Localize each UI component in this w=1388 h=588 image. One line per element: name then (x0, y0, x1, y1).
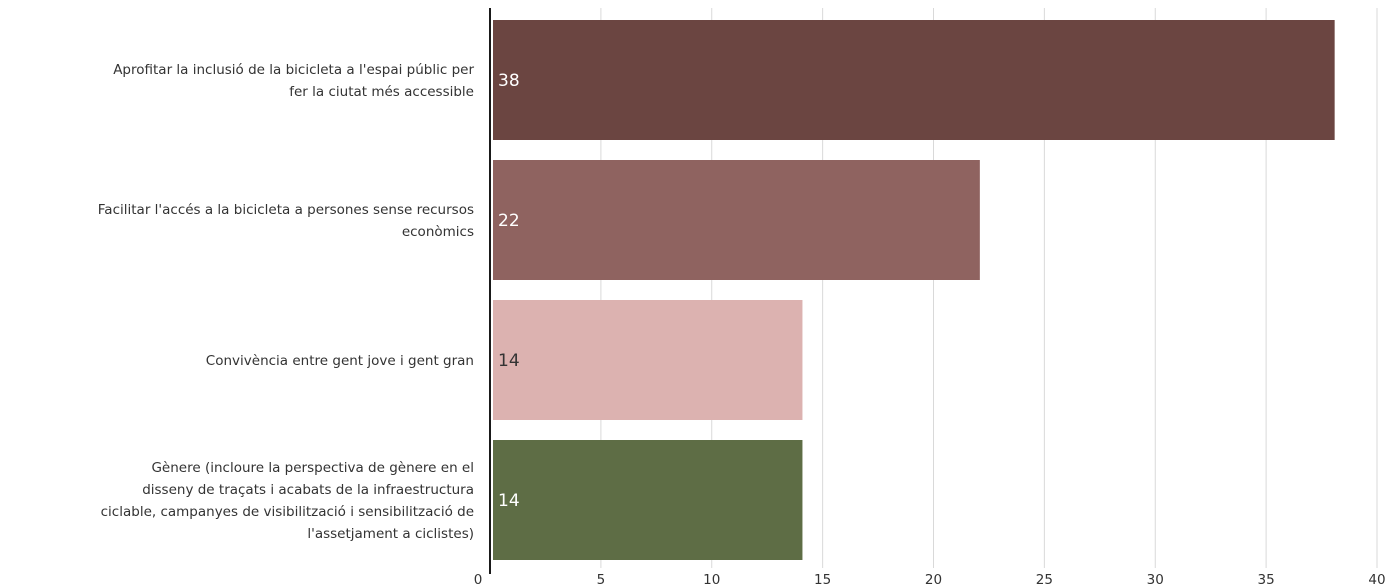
x-tick-label: 30 (1147, 572, 1164, 588)
category-label-line: Convivència entre gent jove i gent gran (206, 353, 474, 369)
x-tick-label: 25 (1036, 572, 1053, 588)
category-label-line: disseny de traçats i acabats de la infra… (142, 482, 474, 498)
x-axis-ticks: 0 5 10 15 20 25 30 35 40 (474, 572, 1386, 588)
bars (493, 20, 1335, 560)
category-label-line: Aprofitar la inclusió de la bicicleta a … (113, 62, 474, 78)
x-tick-label: 35 (1258, 572, 1275, 588)
category-label-line: ciclable, campanyes de visibilització i … (101, 504, 474, 520)
bar (493, 300, 803, 420)
category-label-line: Facilitar l'accés a la bicicleta a perso… (98, 202, 474, 218)
bar-value-label: 22 (498, 211, 520, 231)
x-tick-label: 0 (474, 572, 483, 588)
category-label-line: l'assetjament a ciclistes) (307, 526, 474, 542)
bar-value-label: 14 (498, 351, 520, 371)
category-label-line: econòmics (402, 224, 474, 240)
category-labels: Aprofitar la inclusió de la bicicleta a … (98, 62, 475, 542)
bar (493, 160, 980, 280)
x-tick-label: 15 (814, 572, 831, 588)
bar-value-label: 14 (498, 491, 520, 511)
category-label-line: fer la ciutat més accessible (289, 84, 474, 100)
x-tick-label: 5 (597, 572, 606, 588)
x-tick-label: 10 (703, 572, 720, 588)
bar (493, 20, 1335, 140)
x-tick-label: 20 (925, 572, 942, 588)
bar (493, 440, 803, 560)
data-labels: 38 22 14 14 (498, 71, 520, 511)
x-tick-label: 40 (1368, 572, 1385, 588)
category-label-line: Gènere (incloure la perspectiva de gèner… (151, 460, 474, 476)
bar-value-label: 38 (498, 71, 520, 91)
